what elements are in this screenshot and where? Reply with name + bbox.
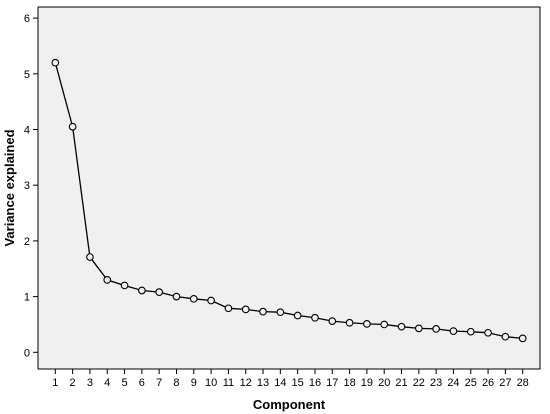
x-tick-label: 2 [70,377,76,389]
x-tick-label: 19 [361,377,373,389]
data-point [345,318,354,327]
data-point [155,288,164,296]
x-tick-label: 23 [430,377,442,389]
x-tick-label: 18 [343,377,355,389]
data-point [138,286,146,295]
x-tick-label: 26 [482,377,494,389]
x-tick-label: 16 [309,377,321,389]
x-tick-label: 9 [191,377,197,389]
x-tick-label: 5 [121,377,127,389]
data-point [328,317,337,325]
x-tick-label: 14 [274,377,286,389]
x-tick-label: 25 [465,377,477,389]
y-tick-label: 2 [24,236,30,248]
y-tick-label: 3 [24,180,30,192]
x-tick-label: 6 [139,377,145,389]
x-tick-label: 1 [52,377,58,389]
data-point [172,292,181,301]
data-point [380,320,389,329]
series-markers [51,58,527,343]
x-tick-label: 12 [240,377,252,389]
x-axis-ticks: 1 2 3 4 5 6 7 8 9 10 11 12 13 14 15 16 17 18 19 20 21 22 23 24 2… [52,369,529,389]
data-point [259,307,267,316]
data-point [276,308,285,317]
y-tick-label: 0 [24,347,30,359]
x-tick-label: 28 [517,377,529,389]
data-point [484,328,492,337]
data-point [311,313,319,322]
x-tick-label: 17 [326,377,338,389]
data-point [363,320,371,328]
y-tick-label: 6 [24,13,30,25]
data-point [241,305,250,314]
x-tick-label: 8 [173,377,179,389]
data-point [103,276,112,284]
data-point [68,122,77,131]
y-tick-label: 5 [24,69,30,81]
x-tick-label: 11 [223,377,234,389]
x-tick-label: 10 [205,377,217,389]
y-tick-label: 4 [24,125,30,137]
data-point [466,327,475,336]
plot-area [37,6,541,370]
data-point [501,332,510,341]
y-tick-label: 1 [24,292,30,304]
data-point [86,253,94,261]
data-point [293,311,302,320]
data-point [397,322,406,331]
data-point [189,294,198,303]
x-tick-label: 7 [156,377,162,389]
data-point [224,304,233,313]
data-point [449,327,458,335]
data-point [414,324,423,333]
x-tick-label: 4 [104,377,110,389]
x-axis-title: Component [253,397,326,412]
data-point [51,58,60,67]
x-tick-label: 27 [499,377,511,389]
data-point [207,296,215,305]
data-point [120,281,129,290]
data-point [432,325,440,333]
x-tick-label: 22 [413,377,425,389]
x-tick-label: 15 [292,377,304,389]
x-tick-label: 3 [87,377,93,389]
x-tick-label: 21 [395,377,407,389]
x-tick-label: 20 [378,377,390,389]
x-tick-label: 13 [257,377,269,389]
x-tick-label: 24 [447,377,459,389]
y-axis-title: Variance explained [2,129,17,246]
y-axis-ticks: 0 1 2 3 4 5 6 [24,13,38,359]
series-line [54,62,523,340]
data-point [518,334,527,343]
